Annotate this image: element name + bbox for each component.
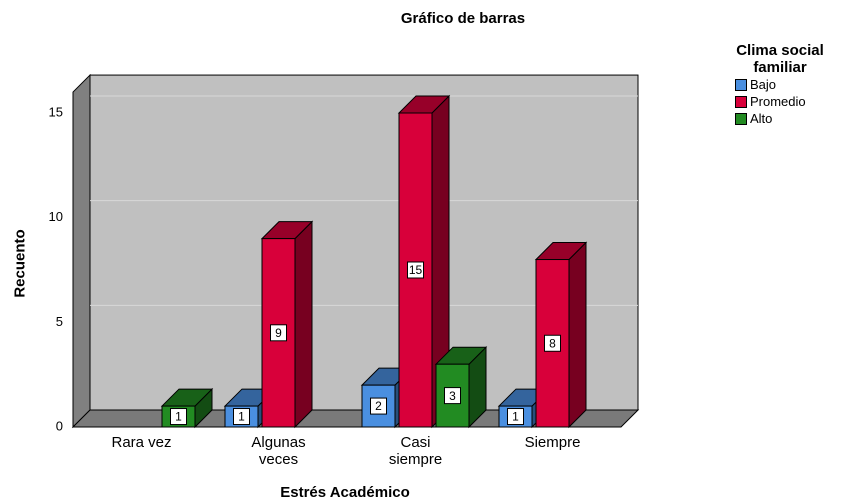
x-tick-label: Algunas veces [251,434,306,468]
left-wall [72,73,91,429]
value-label-box [544,334,561,352]
value-label: 1 [238,410,245,424]
x-tick-label: Siempre [524,434,581,451]
x-axis-title: Estrés Académico [280,484,410,501]
legend-item: Promedio [735,93,835,110]
legend-label: Bajo [750,77,777,92]
y-tick-label: 10 [49,209,63,224]
legend-swatch [735,78,747,91]
x-tick-label: Rara vez [111,434,172,451]
legend-swatch [735,95,747,108]
y-tick-label: 15 [49,104,63,119]
value-label-box [170,408,187,426]
legend-title: Clima social familiar [736,42,824,76]
value-label-box [370,397,387,415]
x-tick-label: Casi siempre [388,434,443,468]
chart-title: Gráfico de barras [400,10,526,27]
value-label-box [407,261,424,279]
value-label-box [270,324,287,342]
value-label: 2 [375,399,382,413]
y-tick-label: 0 [56,418,63,433]
value-label: 3 [449,389,456,403]
legend-label: Alto [750,111,773,126]
value-label: 1 [512,410,519,424]
y-tick-label: 5 [56,314,63,329]
value-label-box [507,408,524,426]
legend-item: Alto [735,110,835,127]
bar-side [568,241,587,429]
bar-side [294,220,313,429]
legend: Clima social familiar Bajo Promedio Alto [735,42,835,127]
legend-label: Promedio [750,94,806,109]
legend-swatch [735,112,747,125]
value-label: 9 [275,326,282,340]
value-label: 1 [175,410,182,424]
value-label: 15 [409,263,423,277]
y-axis-title: Recuento [11,229,29,298]
value-label-box [444,387,461,405]
value-label: 8 [549,336,556,350]
legend-item: Bajo [735,76,835,93]
value-label-box [233,408,250,426]
